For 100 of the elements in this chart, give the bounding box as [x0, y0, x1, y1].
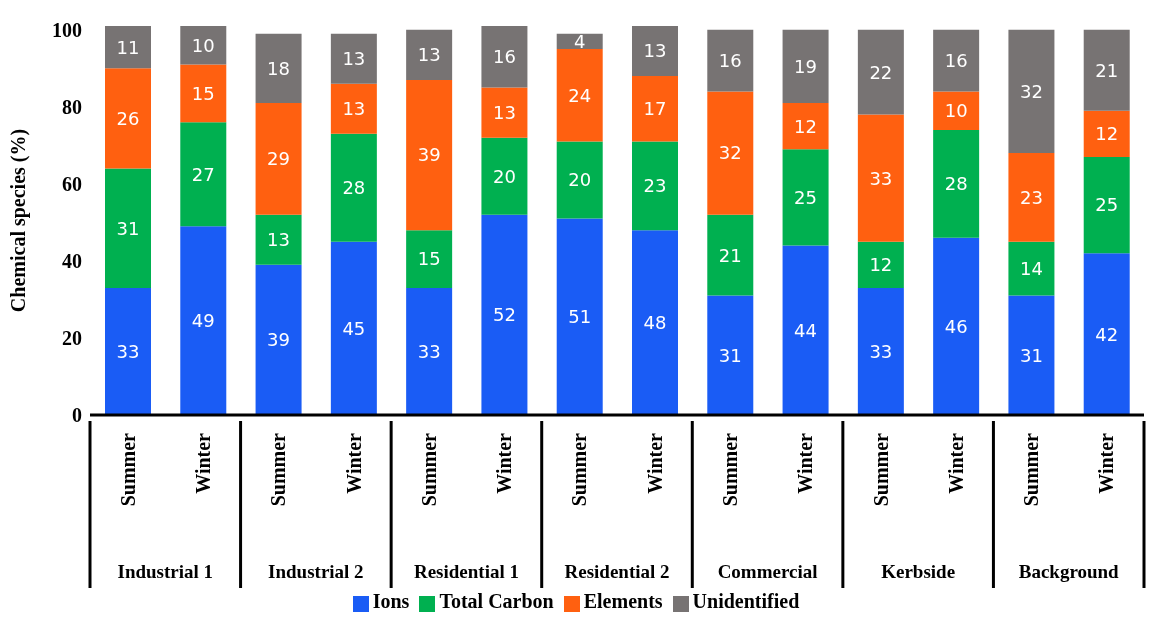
bar	[180, 226, 227, 415]
legend-label: Unidentified	[692, 590, 800, 612]
data-label: 32	[1019, 80, 1043, 102]
data-label: 39	[417, 144, 441, 166]
x-tick-label: Summer	[718, 432, 741, 507]
y-tick-label: 40	[62, 250, 82, 273]
data-label: 10	[191, 34, 215, 56]
bar	[556, 218, 603, 415]
y-axis-title: Chemical species (%)	[7, 128, 31, 313]
bar	[481, 214, 528, 415]
text: Residential 1	[413, 561, 519, 582]
data-label: 13	[492, 102, 516, 124]
y-tick-label: 60	[62, 173, 82, 196]
x-tick-label: Summer	[267, 432, 290, 507]
data-label: 28	[342, 177, 366, 199]
bar	[556, 141, 603, 219]
data-label: 21	[1095, 59, 1119, 81]
data-label: 15	[191, 82, 215, 104]
text: Industrial 1	[117, 561, 214, 582]
bar	[933, 91, 980, 130]
data-label: 49	[191, 310, 215, 332]
bar	[180, 64, 227, 123]
data-label: 20	[568, 169, 592, 191]
bar	[933, 129, 980, 238]
data-label: 45	[342, 317, 366, 339]
data-label: 20	[492, 165, 516, 187]
bar	[1083, 110, 1130, 157]
bar	[857, 241, 904, 288]
bar	[857, 287, 904, 415]
x-tick-label: Winter	[643, 432, 666, 494]
data-label: 13	[643, 40, 667, 62]
bar	[933, 29, 980, 92]
bar	[1008, 295, 1055, 415]
data-label: 31	[1019, 344, 1043, 366]
data-label: 12	[794, 115, 818, 137]
bar	[330, 83, 377, 134]
text: Residential 2	[564, 561, 670, 582]
data-label: 16	[492, 46, 516, 68]
bar	[632, 26, 678, 77]
data-label: 12	[1095, 123, 1119, 145]
data-label: 31	[718, 344, 742, 366]
bar	[105, 287, 151, 415]
data-label: 25	[1095, 194, 1119, 216]
bar	[105, 26, 151, 69]
data-label: 52	[492, 304, 516, 326]
data-label: 19	[794, 55, 818, 77]
data-label: 4	[573, 30, 586, 52]
x-tick-label: Summer	[116, 432, 139, 507]
bar	[1083, 156, 1130, 254]
y-tick-label: 20	[62, 327, 82, 350]
legend-label: Ions	[372, 590, 410, 612]
bar	[406, 230, 453, 288]
x-tick-label: Summer	[1020, 432, 1043, 507]
data-label: 28	[944, 173, 968, 195]
bar	[556, 49, 603, 142]
data-label: 23	[643, 175, 667, 197]
bar	[782, 29, 829, 104]
data-label: 31	[116, 217, 140, 239]
x-tick-label: Winter	[944, 432, 967, 494]
data-label: 12	[869, 254, 893, 276]
data-label: 39	[267, 329, 291, 351]
x-tick-label: Winter	[191, 432, 214, 494]
bar	[707, 295, 754, 415]
y-tick-label: 0	[72, 404, 82, 427]
data-label: 13	[267, 229, 291, 251]
bar	[180, 26, 227, 65]
x-tick-label: Summer	[869, 432, 892, 507]
bar	[255, 103, 302, 215]
data-label: 33	[869, 340, 893, 362]
bar	[406, 79, 453, 231]
data-label: 32	[718, 142, 742, 164]
x-tick-label: Summer	[568, 432, 591, 507]
bar	[105, 68, 151, 169]
data-label: 46	[944, 315, 968, 337]
data-label: 21	[718, 244, 742, 266]
data-label: 15	[417, 248, 441, 270]
bar	[1008, 153, 1055, 242]
text: Commercial	[717, 561, 818, 582]
bar	[481, 87, 528, 138]
bar	[481, 137, 528, 215]
x-tick-label: Winter	[493, 432, 516, 494]
bar	[857, 114, 904, 242]
data-label: 25	[794, 186, 818, 208]
text: Kerbside	[881, 561, 956, 582]
bar	[255, 264, 302, 415]
bar	[933, 237, 980, 415]
bar	[782, 149, 829, 246]
x-tick-label: Summer	[417, 432, 440, 507]
data-label: 13	[342, 98, 366, 120]
x-tick-label: Winter	[342, 432, 365, 494]
data-label: 29	[267, 148, 291, 170]
data-label: 23	[1019, 186, 1043, 208]
bar	[1083, 29, 1130, 111]
data-label: 27	[191, 163, 215, 185]
bar	[1008, 29, 1055, 154]
bar	[481, 26, 528, 88]
bar	[406, 29, 453, 80]
data-label: 13	[417, 44, 441, 66]
legend-label: Elements	[583, 590, 663, 612]
data-label: 14	[1019, 258, 1043, 280]
